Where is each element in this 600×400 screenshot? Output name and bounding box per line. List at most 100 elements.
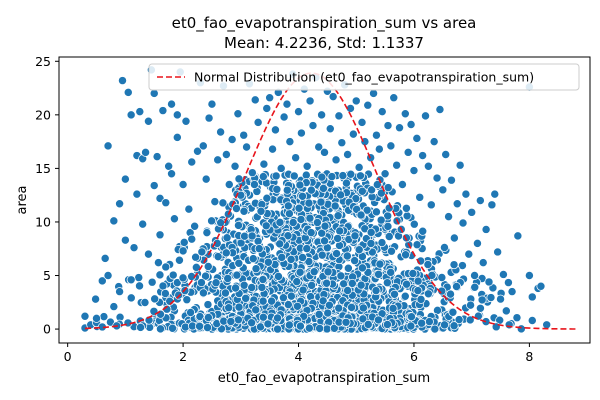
scatter-point	[268, 144, 278, 154]
scatter-point	[487, 200, 497, 210]
scatter-point	[415, 192, 425, 202]
scatter-point	[354, 162, 364, 172]
scatter-point	[382, 278, 392, 288]
scatter-point	[258, 296, 268, 306]
scatter-point	[380, 169, 390, 179]
scatter-point	[363, 319, 373, 329]
scatter-point	[273, 271, 283, 281]
scatter-point	[401, 250, 411, 260]
scatter-point	[298, 191, 307, 201]
scatter-point	[275, 217, 285, 227]
x-tick-label: 0	[64, 349, 72, 364]
scatter-point	[191, 252, 201, 262]
scatter-point	[475, 303, 485, 313]
scatter-point	[263, 257, 273, 267]
scatter-point	[461, 189, 471, 199]
scatter-point	[376, 215, 386, 225]
scatter-point	[306, 228, 316, 238]
scatter-point	[331, 155, 341, 165]
scatter-point	[138, 219, 148, 229]
scatter-point	[357, 263, 367, 273]
scatter-point	[366, 227, 376, 237]
scatter-point	[465, 315, 475, 325]
scatter-point	[317, 172, 327, 182]
scatter-point	[454, 315, 464, 325]
scatter-point	[328, 92, 338, 102]
scatter-point	[407, 312, 416, 322]
scatter-point	[220, 288, 230, 298]
scatter-point	[202, 228, 212, 238]
scatter-point	[92, 313, 101, 323]
scatter-point	[334, 111, 344, 121]
scatter-point	[341, 317, 351, 327]
scatter-point	[267, 296, 277, 306]
scatter-point	[181, 116, 191, 126]
scatter-point	[240, 231, 250, 241]
scatter-point	[386, 267, 396, 277]
scatter-point	[284, 320, 294, 330]
scatter-point	[172, 132, 182, 142]
scatter-point	[103, 271, 113, 280]
scatter-point	[441, 150, 451, 159]
scatter-point	[247, 168, 257, 178]
scatter-point	[261, 221, 271, 231]
scatter-point	[478, 258, 488, 268]
legend: Normal Distribution (et0_fao_evapotransp…	[148, 63, 580, 91]
scatter-point	[401, 233, 411, 243]
scatter-point	[341, 178, 351, 188]
scatter-point	[472, 238, 482, 248]
scatter-point	[164, 161, 174, 171]
scatter-point	[109, 216, 119, 226]
scatter-point	[447, 175, 456, 185]
scatter-point	[350, 256, 360, 266]
scatter-point	[507, 287, 517, 297]
scatter-point	[348, 129, 358, 139]
scatter-point	[161, 198, 171, 208]
scatter-point	[449, 321, 459, 331]
scatter-point	[249, 180, 259, 189]
scatter-point	[103, 141, 113, 151]
scatter-point	[216, 127, 226, 137]
scatter-point	[152, 152, 162, 162]
scatter-point	[401, 203, 411, 213]
scatter-point	[448, 307, 458, 317]
scatter-point	[167, 99, 177, 109]
scatter-point	[172, 110, 182, 120]
scatter-point	[178, 179, 188, 189]
scatter-point	[527, 292, 537, 302]
scatter-point	[501, 306, 511, 316]
scatter-point	[196, 278, 206, 288]
scatter-point	[250, 95, 260, 105]
scatter-point	[218, 198, 228, 208]
scatter-point	[207, 99, 217, 109]
scatter-point	[473, 311, 483, 321]
scatter-point	[265, 93, 275, 103]
x-tick-label: 8	[525, 349, 533, 364]
scatter-point	[195, 321, 205, 331]
scatter-point	[140, 298, 150, 307]
scatter-point	[315, 323, 325, 333]
scatter-point	[150, 294, 160, 304]
scatter-point	[201, 271, 211, 281]
scatter-point	[149, 181, 159, 191]
scatter-point	[143, 116, 153, 126]
scatter-point	[423, 161, 433, 171]
scatter-point	[337, 138, 347, 148]
scatter-point	[292, 277, 302, 287]
scatter-point	[231, 283, 241, 293]
scatter-point	[536, 281, 546, 291]
scatter-point	[432, 173, 442, 183]
scatter-point	[438, 185, 448, 195]
scatter-point	[335, 226, 345, 236]
scatter-point	[318, 296, 328, 306]
scatter-point	[153, 258, 163, 268]
scatter-point	[295, 180, 305, 190]
scatter-point	[210, 197, 220, 207]
scatter-point	[330, 201, 340, 211]
scatter-point	[367, 185, 377, 195]
scatter-point	[403, 147, 413, 157]
scatter-point	[262, 193, 272, 203]
scatter-point	[423, 289, 433, 299]
scatter-point	[295, 267, 305, 277]
scatter-point	[258, 275, 268, 285]
